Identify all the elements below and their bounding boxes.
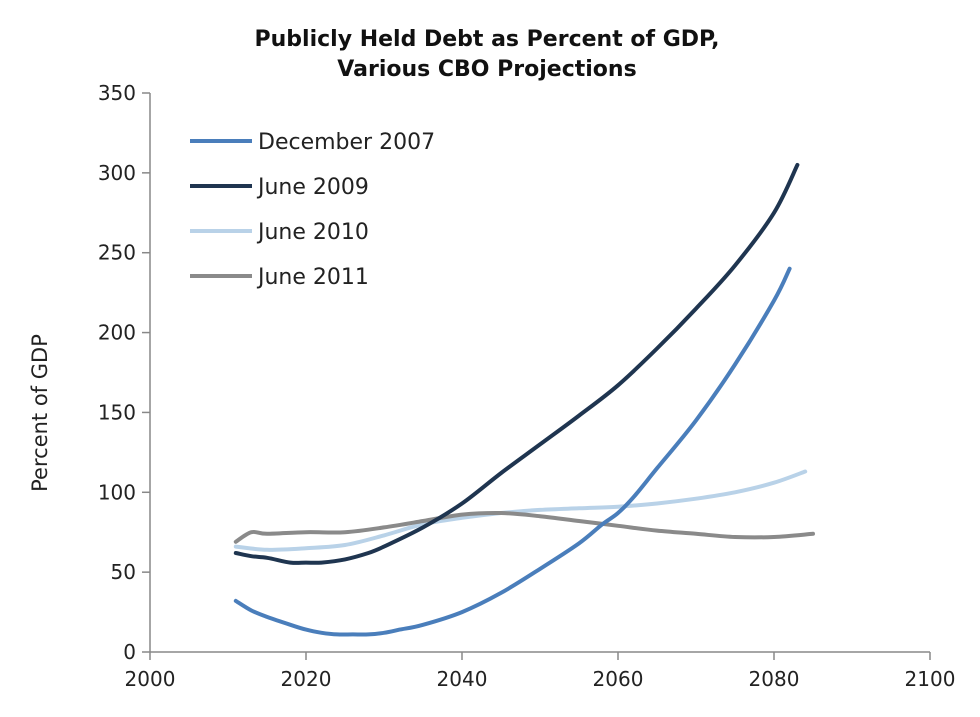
y-tick-label: 50 — [111, 560, 136, 584]
chart-subtitle: Various CBO Projections — [337, 57, 636, 82]
y-tick-label: 250 — [98, 241, 136, 265]
y-tick-label: 200 — [98, 321, 136, 345]
y-ticks: 0 50 100 150 200 250 300 350 — [98, 81, 150, 664]
y-tick-label: 300 — [98, 161, 136, 185]
series-line-june-2009 — [233, 162, 800, 565]
legend-label: June 2011 — [256, 265, 369, 290]
x-ticks: 2000 2020 2040 2060 2080 2100 — [125, 652, 956, 691]
legend: December 2007 June 2009 June 2010 June 2011 — [190, 130, 435, 290]
x-tick-label: 2040 — [437, 667, 488, 691]
x-tick-label: 2100 — [905, 667, 956, 691]
y-tick-label: 100 — [98, 480, 136, 504]
legend-label: June 2010 — [256, 220, 369, 245]
x-tick-label: 2020 — [281, 667, 332, 691]
y-tick-label: 150 — [98, 400, 136, 424]
x-tick-label: 2080 — [749, 667, 800, 691]
x-tick-label: 2000 — [125, 667, 176, 691]
series-line-june-2011 — [233, 510, 815, 544]
axes — [149, 93, 930, 653]
y-axis-title: Percent of GDP — [28, 334, 52, 492]
y-tick-label: 0 — [123, 640, 136, 664]
series-lines — [233, 162, 815, 637]
chart-title: Publicly Held Debt as Percent of GDP, — [255, 27, 720, 52]
legend-label: June 2009 — [256, 175, 369, 200]
x-tick-label: 2060 — [593, 667, 644, 691]
legend-label: December 2007 — [258, 130, 435, 155]
series-line-december-2007 — [233, 266, 792, 637]
series-line-june-2010 — [233, 469, 808, 552]
y-tick-label: 350 — [98, 81, 136, 105]
